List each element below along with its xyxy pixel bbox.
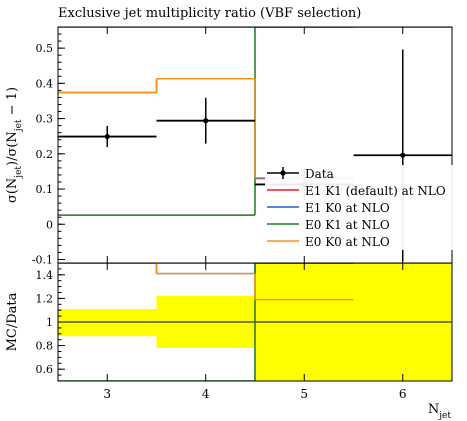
legend-bg xyxy=(265,216,455,233)
main-y-tick-label: 0.4 xyxy=(36,77,54,90)
ratio-panel: 0.6 0.8 1 1.2 1.4 3 4 5 6 MC/Data Njet xyxy=(5,262,453,421)
main-y-tick-label: 0.3 xyxy=(36,113,54,126)
ratio-y-tick-label: 0.6 xyxy=(36,363,54,376)
ratio-frame xyxy=(57,262,453,382)
main-y-tick-label: 0.2 xyxy=(36,148,54,161)
main-y-tick-label: 0.1 xyxy=(36,183,54,196)
ratio-y-tick-label: 1.4 xyxy=(36,269,54,282)
data-point xyxy=(203,118,209,124)
main-y-tick-label: 0.5 xyxy=(36,42,54,55)
legend-entry-3: E0 K1 at NLO xyxy=(305,218,390,232)
legend-entry-2: E1 K0 at NLO xyxy=(305,201,390,215)
legend-swatch-data-point xyxy=(280,170,286,176)
legend-bg xyxy=(265,182,455,199)
legend-bg xyxy=(265,165,455,182)
ratio-y-tick-label: 0.8 xyxy=(36,340,54,353)
main-panel: -0.1 0 0.1 0.2 0.3 0.4 0.5 Data E1 K1 (default)… xyxy=(5,26,455,266)
chart-title: Exclusive jet multiplicity ratio (VBF se… xyxy=(58,6,361,21)
legend-entry-1: E1 K1 (default) at NLO xyxy=(305,184,446,198)
x-tick-label: 3 xyxy=(103,387,111,401)
legend-entry-4: E0 K0 at NLO xyxy=(305,235,390,249)
ratio-y-tick-label: 1 xyxy=(46,316,53,329)
data-point xyxy=(400,152,406,158)
main-y-tick-label: 0 xyxy=(46,218,53,231)
legend-entry-0: Data xyxy=(305,167,334,181)
legend-bg xyxy=(265,199,455,216)
legend-bg xyxy=(265,233,455,250)
legend: Data E1 K1 (default) at NLO E1 K0 at NLO E0… xyxy=(265,165,455,250)
data-point xyxy=(104,133,110,140)
main-y-axis-label: σ(Njet)/σ(Njet − 1) xyxy=(5,87,24,203)
ratio-band-bin-0 xyxy=(58,309,157,337)
ratio-y-tick-label: 1.2 xyxy=(36,292,54,305)
main-y-tick-label: -0.1 xyxy=(32,253,53,266)
x-tick-label: 6 xyxy=(399,387,407,401)
x-tick-label: 4 xyxy=(202,387,210,401)
x-tick-label: 5 xyxy=(300,387,308,401)
x-axis-label: Njet xyxy=(428,402,451,421)
ratio-y-axis-label: MC/Data xyxy=(5,292,20,351)
